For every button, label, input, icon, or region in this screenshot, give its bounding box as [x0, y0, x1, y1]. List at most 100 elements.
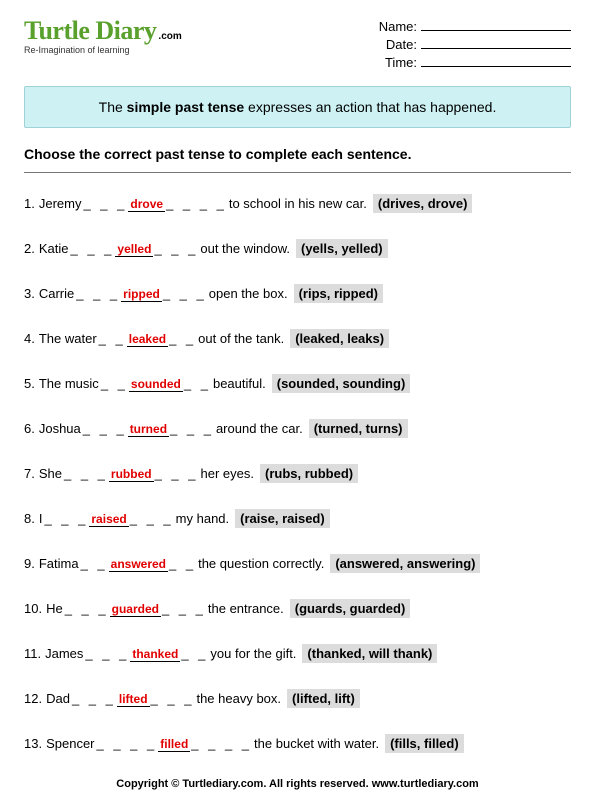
blank[interactable]: _ _ _ yelled _ _ _	[70, 241, 198, 257]
question-item: 13. Spencer _ _ _ _ filled _ _ _ _ the bu…	[24, 721, 571, 766]
question-after: her eyes.	[201, 466, 254, 481]
dash-left: _ _	[99, 331, 126, 346]
footer: Copyright © Turtlediary.com. All rights …	[0, 778, 595, 790]
dash-left: _ _ _ _	[97, 736, 158, 751]
question-before: The music	[39, 376, 99, 391]
choices: (yells, yelled)	[296, 239, 388, 258]
question-after: open the box.	[209, 286, 288, 301]
instructions: Choose the correct past tense to complet…	[24, 146, 571, 173]
date-input-line[interactable]	[421, 36, 571, 49]
blank[interactable]: _ _ answered_ _	[81, 556, 197, 572]
choices: (lifted, lift)	[287, 689, 360, 708]
question-number: 9.	[24, 556, 35, 571]
blank[interactable]: _ _ _lifted_ _ _	[72, 691, 195, 707]
question-before: Jeremy	[39, 196, 82, 211]
question-item: 5.The music _ _ sounded _ _ beautiful. (…	[24, 361, 571, 406]
answer-text: thanked	[130, 647, 180, 662]
question-before: He	[46, 601, 63, 616]
info-pre: The	[99, 99, 127, 115]
dash-left: _ _ _	[64, 466, 108, 481]
question-before: Carrie	[39, 286, 74, 301]
choices: (fills, filled)	[385, 734, 464, 753]
question-after: the question correctly.	[198, 556, 324, 571]
question-number: 8.	[24, 511, 35, 526]
question-after: out the window.	[200, 241, 290, 256]
logo-suffix: .com	[158, 31, 181, 42]
answer-text: drove	[128, 197, 165, 212]
question-before: Katie	[39, 241, 69, 256]
question-list: 1.Jeremy _ _ _drove_ _ _ _ to school in …	[24, 181, 571, 766]
answer-text: lifted	[117, 692, 150, 707]
question-number: 13.	[24, 736, 42, 751]
question-before: James	[45, 646, 83, 661]
question-number: 2.	[24, 241, 35, 256]
question-item: 9.Fatima _ _ answered_ _ the question co…	[24, 541, 571, 586]
question-before: Joshua	[39, 421, 81, 436]
dash-right: _ _ _	[162, 601, 206, 616]
logo: Turtle Diary.com Re-Imagination of learn…	[24, 18, 182, 55]
dash-right: _ _	[184, 376, 211, 391]
question-after: the entrance.	[208, 601, 284, 616]
dash-right: _ _ _	[163, 286, 207, 301]
dash-right: _ _	[181, 646, 208, 661]
dash-left: _ _ _	[83, 421, 127, 436]
choices: (answered, answering)	[330, 554, 480, 573]
question-item: 3. Carrie _ _ _ ripped _ _ _ open the box…	[24, 271, 571, 316]
choices: (raise, raised)	[235, 509, 330, 528]
question-after: out of the tank.	[198, 331, 284, 346]
question-number: 6.	[24, 421, 35, 436]
dash-right: _ _ _	[170, 421, 214, 436]
question-number: 3.	[24, 286, 35, 301]
name-input-line[interactable]	[421, 18, 571, 31]
dash-right: _ _ _	[155, 466, 199, 481]
question-after: around the car.	[216, 421, 303, 436]
blank[interactable]: _ _ _ rubbed _ _ _	[64, 466, 199, 482]
dash-right: _ _	[169, 331, 196, 346]
answer-text: rubbed	[109, 467, 154, 482]
dash-left: _ _ _	[70, 241, 114, 256]
time-label: Time:	[385, 55, 417, 70]
dash-left: _ _ _	[65, 601, 109, 616]
answer-text: turned	[128, 422, 169, 437]
blank[interactable]: _ _ _drove_ _ _ _	[83, 196, 226, 212]
dash-left: _ _ _	[76, 286, 120, 301]
dash-left: _ _ _	[72, 691, 116, 706]
choices: (leaked, leaks)	[290, 329, 389, 348]
question-item: 1.Jeremy _ _ _drove_ _ _ _ to school in …	[24, 181, 571, 226]
logo-main: Turtle Diary	[24, 16, 156, 45]
blank[interactable]: _ _ sounded _ _	[101, 376, 211, 392]
blank[interactable]: _ _ _ ripped _ _ _	[76, 286, 207, 302]
question-after: beautiful.	[213, 376, 266, 391]
question-number: 4.	[24, 331, 35, 346]
answer-text: filled	[158, 737, 190, 752]
question-before: Spencer	[46, 736, 94, 751]
question-item: 8.I _ _ _ raised _ _ _ my hand. (raise, …	[24, 496, 571, 541]
question-item: 11.James _ _ _ thanked _ _ you for the g…	[24, 631, 571, 676]
time-input-line[interactable]	[421, 54, 571, 67]
question-after: the bucket with water.	[254, 736, 379, 751]
question-after: the heavy box.	[196, 691, 281, 706]
info-post: expresses an action that has happened.	[244, 99, 496, 115]
question-number: 5.	[24, 376, 35, 391]
question-item: 10.He _ _ _ guarded _ _ _ the entrance. …	[24, 586, 571, 631]
answer-text: sounded	[129, 377, 183, 392]
question-before: She	[39, 466, 62, 481]
answer-text: guarded	[110, 602, 161, 617]
blank[interactable]: _ _ _ raised _ _ _	[44, 511, 173, 527]
dash-right: _ _ _ _	[166, 196, 227, 211]
question-before: I	[39, 511, 43, 526]
dash-right: _ _ _ _	[191, 736, 252, 751]
header-row: Turtle Diary.com Re-Imagination of learn…	[24, 18, 571, 72]
date-label: Date:	[386, 37, 417, 52]
info-bold: simple past tense	[127, 99, 245, 115]
blank[interactable]: _ _ _ _ filled _ _ _ _	[97, 736, 253, 752]
answer-text: leaked	[127, 332, 168, 347]
blank[interactable]: _ _ leaked _ _	[99, 331, 197, 347]
blank[interactable]: _ _ _ thanked _ _	[85, 646, 208, 662]
choices: (rips, ripped)	[294, 284, 383, 303]
blank[interactable]: _ _ _ turned _ _ _	[83, 421, 214, 437]
blank[interactable]: _ _ _ guarded _ _ _	[65, 601, 206, 617]
question-number: 11.	[24, 646, 41, 661]
choices: (rubs, rubbed)	[260, 464, 358, 483]
dash-left: _ _	[81, 556, 108, 571]
